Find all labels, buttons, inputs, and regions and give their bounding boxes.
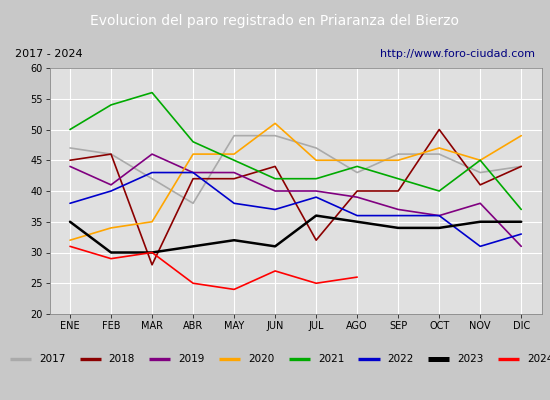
Text: 2023: 2023 (457, 354, 483, 364)
Text: Evolucion del paro registrado en Priaranza del Bierzo: Evolucion del paro registrado en Priaran… (91, 14, 459, 28)
Text: 2022: 2022 (388, 354, 414, 364)
Text: 2017: 2017 (39, 354, 65, 364)
Text: 2020: 2020 (248, 354, 274, 364)
Text: http://www.foro-ciudad.com: http://www.foro-ciudad.com (380, 49, 535, 59)
Text: 2018: 2018 (109, 354, 135, 364)
Text: 2019: 2019 (178, 354, 205, 364)
Text: 2021: 2021 (318, 354, 344, 364)
Text: 2024: 2024 (527, 354, 550, 364)
Text: 2017 - 2024: 2017 - 2024 (15, 49, 83, 59)
